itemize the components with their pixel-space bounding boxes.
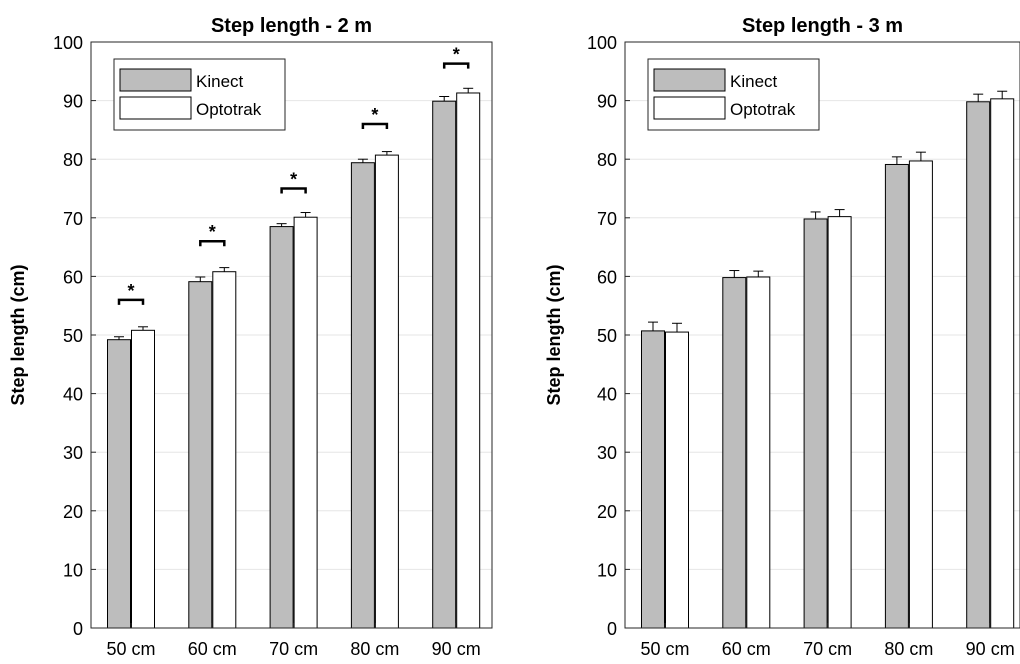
y-tick-label: 70 xyxy=(597,209,617,229)
bar-optotrak-1 xyxy=(665,331,689,629)
y-tick-label: 40 xyxy=(597,385,617,405)
bar-optotrak-3 xyxy=(827,216,852,629)
y-tick-label: 90 xyxy=(63,92,83,112)
x-tick-label: 50 cm xyxy=(640,639,689,659)
x-tick-label: 80 cm xyxy=(884,639,933,659)
y-tick-label: 0 xyxy=(73,619,83,639)
x-tick-label: 60 cm xyxy=(722,639,771,659)
x-tick-label: 90 cm xyxy=(966,639,1015,659)
x-tick-label: 70 cm xyxy=(269,639,318,659)
legend: Kinect Optotrak xyxy=(647,58,820,131)
legend: Kinect Optotrak xyxy=(113,58,286,131)
significance-bracket xyxy=(442,62,470,69)
y-tick-label: 80 xyxy=(63,150,83,170)
bar-optotrak-2 xyxy=(746,276,771,629)
bar-kinect-4 xyxy=(350,162,375,629)
bar-optotrak-2 xyxy=(212,271,237,629)
y-tick-label: 50 xyxy=(63,326,83,346)
bar-kinect-5 xyxy=(966,101,991,629)
y-tick-label: 10 xyxy=(597,560,617,580)
y-tick-label: 100 xyxy=(53,33,83,53)
bar-optotrak-4 xyxy=(908,160,933,629)
x-tick-label: 70 cm xyxy=(803,639,852,659)
y-tick-label: 20 xyxy=(597,502,617,522)
significance-bracket xyxy=(117,298,145,305)
legend-swatch-optotrak xyxy=(119,96,192,120)
bar-kinect-5 xyxy=(432,100,457,629)
legend-swatch-optotrak xyxy=(653,96,726,120)
y-tick-label: 80 xyxy=(597,150,617,170)
significance-marker: * xyxy=(453,45,460,65)
bar-optotrak-3 xyxy=(293,216,318,629)
bar-optotrak-4 xyxy=(374,154,399,629)
bar-kinect-1 xyxy=(107,339,131,629)
significance-marker: * xyxy=(371,105,378,125)
bar-kinect-3 xyxy=(803,218,828,629)
legend-label-optotrak: Optotrak xyxy=(196,100,262,119)
legend-label-kinect: Kinect xyxy=(730,72,778,91)
y-tick-label: 30 xyxy=(597,443,617,463)
chart-title: Step length - 3 m xyxy=(742,15,903,37)
y-tick-label: 0 xyxy=(607,619,617,639)
bar-kinect-1 xyxy=(641,330,665,629)
chart-title: Step length - 2 m xyxy=(211,15,372,37)
significance-marker: * xyxy=(209,222,216,242)
y-tick-label: 30 xyxy=(63,443,83,463)
y-tick-label: 50 xyxy=(597,326,617,346)
y-tick-label: 60 xyxy=(597,267,617,287)
y-tick-label: 20 xyxy=(63,502,83,522)
bar-kinect-3 xyxy=(269,226,294,629)
y-tick-label: 70 xyxy=(63,209,83,229)
y-axis-label: Step length (cm) xyxy=(8,264,28,405)
y-tick-label: 10 xyxy=(63,560,83,580)
chart-panel-2: 50 cm 60 cm 70 cm 80 cm 90 cm 0 10 20 30 40 50 60 70… xyxy=(544,15,1020,659)
x-tick-label: 60 cm xyxy=(188,639,237,659)
legend-label-kinect: Kinect xyxy=(196,72,244,91)
significance-bracket xyxy=(280,187,307,194)
y-tick-label: 40 xyxy=(63,385,83,405)
legend-swatch-kinect xyxy=(653,68,726,92)
bar-kinect-4 xyxy=(884,163,909,629)
significance-bracket xyxy=(361,122,389,130)
bar-optotrak-5 xyxy=(990,98,1015,629)
y-tick-label: 60 xyxy=(63,267,83,287)
chart-panel-1: 50 cm 60 cm 70 cm 80 cm 90 cm * * * * * 0 10 20 30 40 5… xyxy=(8,15,493,659)
legend-swatch-kinect xyxy=(119,68,192,92)
legend-label-optotrak: Optotrak xyxy=(730,100,796,119)
significance-marker: * xyxy=(290,170,297,190)
x-tick-label: 50 cm xyxy=(106,639,155,659)
bar-kinect-2 xyxy=(188,281,213,629)
significance-marker: * xyxy=(127,281,134,301)
bar-kinect-2 xyxy=(722,277,747,629)
bar-optotrak-1 xyxy=(131,329,155,629)
significance-bracket xyxy=(199,239,226,247)
y-tick-label: 100 xyxy=(587,33,617,53)
y-tick-label: 90 xyxy=(597,92,617,112)
bar-optotrak-5 xyxy=(456,92,481,629)
x-tick-label: 90 cm xyxy=(432,639,481,659)
x-tick-label: 80 cm xyxy=(350,639,399,659)
y-axis-label: Step length (cm) xyxy=(544,264,564,405)
